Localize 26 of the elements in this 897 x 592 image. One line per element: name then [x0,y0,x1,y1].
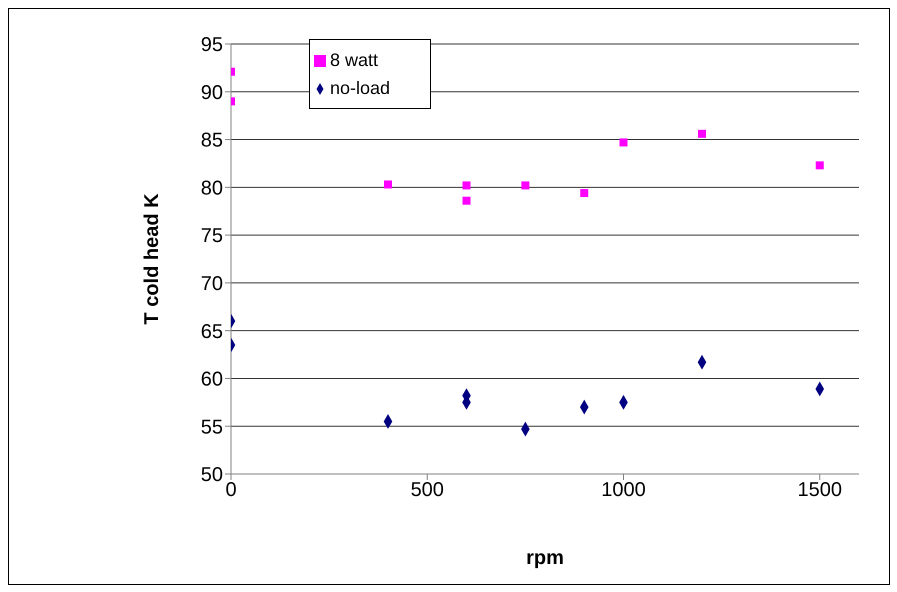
y-tick-label: 75 [200,225,223,248]
point [462,196,470,205]
y-tick-label: 50 [200,464,223,486]
point [521,181,530,190]
point [816,161,824,170]
legend-label: no-load [330,78,390,98]
y-axis-title: T cold head K [141,192,164,325]
y-tick-label: 70 [200,272,223,295]
point [462,181,470,190]
y-tick-label: 95 [200,34,223,56]
legend-label: 8 watt [330,50,378,70]
x-tick-label: 0 [225,479,237,502]
y-tick-label: 90 [200,82,223,104]
y-tick-label: 60 [200,368,223,391]
point [698,130,706,138]
x-tick-label: 1000 [601,479,646,502]
x-tick-label: 1500 [798,479,842,502]
y-tick-label: 80 [200,177,223,200]
x-tick-label: 500 [410,479,444,502]
y-tick-label: 55 [200,416,223,438]
y-tick-label: 85 [200,130,223,152]
y-tick-label: 65 [200,320,223,343]
x-axis-title: rpm [526,547,564,569]
point [580,189,588,198]
point [384,180,392,188]
point [620,138,628,146]
